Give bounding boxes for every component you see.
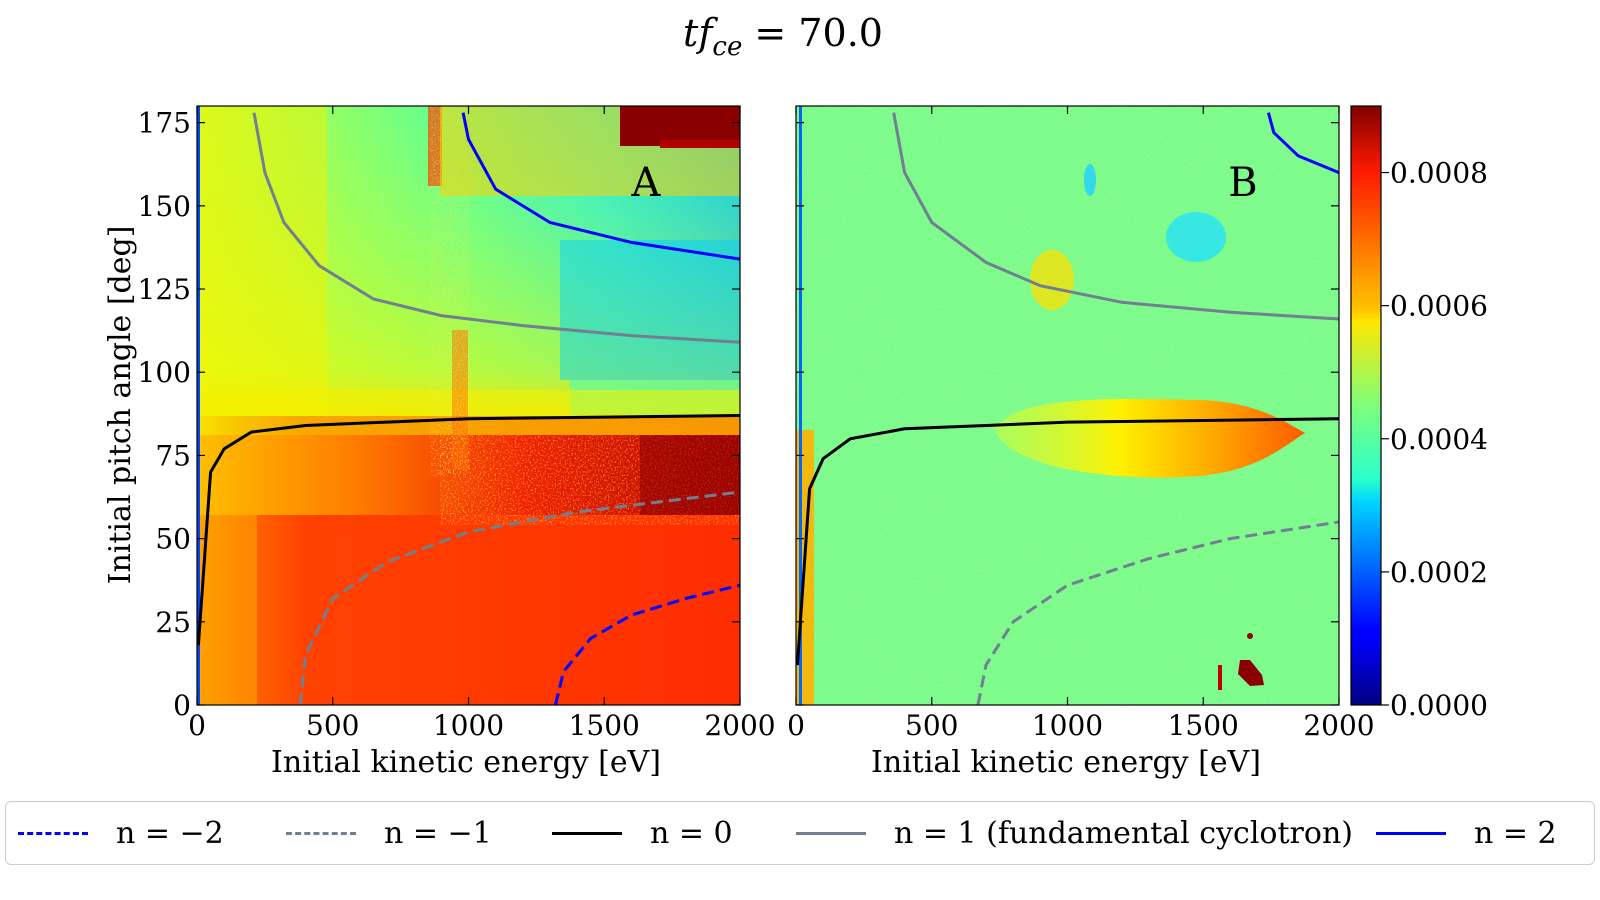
x-tick-label: 500 — [905, 709, 958, 742]
legend-item-n-minus-2: n = −2 — [18, 802, 224, 864]
panel-b-curve-n1 — [892, 112, 1339, 321]
panel-b-curve-n0 — [796, 417, 1339, 666]
panel-b-heatmap — [796, 106, 1339, 705]
legend-item-n-2: n = 2 — [1376, 802, 1557, 864]
panel-b-curve-nm1 — [976, 520, 1339, 705]
legend-swatch-blue-solid — [1376, 831, 1446, 835]
panel-b-label: B — [1228, 160, 1257, 206]
legend-item-n-0: n = 0 — [552, 802, 733, 864]
x-tick-label: 2000 — [704, 709, 775, 742]
legend-label: n = 0 — [650, 815, 733, 851]
panel-b-xlabel: Initial kinetic energy [eV] — [871, 745, 1261, 780]
panel-b-axes: 0 500 1000 1500 2000 — [787, 106, 1375, 742]
x-tick-label: 1000 — [1032, 709, 1103, 742]
panel-a-curve-n1 — [252, 112, 740, 344]
panel-b: B 0 500 1000 1500 2000 Initial kinetic energ… — [787, 105, 1375, 780]
x-tick-label: 0 — [188, 709, 206, 742]
y-tick-label: 100 — [138, 356, 191, 389]
x-tick-label: 1500 — [1168, 709, 1239, 742]
x-tick-label: 2000 — [1303, 709, 1374, 742]
legend: n = −2 n = −1 n = 0 n = 1 (fundamental c… — [5, 801, 1595, 865]
y-tick-label: 150 — [138, 190, 191, 223]
panel-a-curve-n0 — [197, 414, 740, 646]
legend-label: n = −2 — [116, 815, 224, 851]
colorbar-scale — [1350, 105, 1382, 706]
legend-swatch-gray-solid — [796, 831, 866, 835]
colorbar-tick-label: 0.0002 — [1390, 556, 1488, 589]
colorbar: 0.0000 0.0002 0.0004 0.0006 0.0008 — [1350, 105, 1488, 722]
y-tick-label: 25 — [155, 606, 191, 639]
colorbar-tick-label: 0.0000 — [1390, 689, 1488, 722]
y-tick-label: 50 — [155, 523, 191, 556]
legend-item-n-1: n = 1 (fundamental cyclotron) — [796, 802, 1353, 864]
panel-a-axes: 0 500 1000 1500 2000 0 25 50 75 100 125 150 175 — [138, 106, 776, 742]
colorbar-tick-label: 0.0008 — [1390, 157, 1488, 190]
panel-a-heatmap — [197, 106, 740, 705]
panel-a: A 0 500 1000 1500 2000 0 25 50 75 100 125 150 175 In… — [103, 105, 776, 780]
colorbar-ticks: 0.0000 0.0002 0.0004 0.0006 0.0008 — [1381, 157, 1488, 722]
legend-item-n-minus-1: n = −1 — [286, 802, 492, 864]
panel-a-ylabel: Initial pitch angle [deg] — [103, 226, 138, 585]
legend-swatch-gray-dashed — [286, 831, 356, 835]
x-tick-label: 1000 — [433, 709, 504, 742]
panel-a-curves — [197, 112, 740, 705]
colorbar-tick-label: 0.0004 — [1390, 423, 1488, 456]
x-tick-label: 1500 — [569, 709, 640, 742]
y-tick-label: 0 — [173, 689, 191, 722]
figure-title: tfce = 70.0 — [683, 11, 883, 62]
panel-a-curve-nm2 — [553, 583, 740, 705]
panel-b-blob — [995, 398, 1305, 478]
legend-label: n = −1 — [384, 815, 492, 851]
legend-swatch-black-solid — [552, 831, 622, 835]
legend-label: n = 1 (fundamental cyclotron) — [894, 815, 1353, 851]
x-tick-label: 500 — [306, 709, 359, 742]
panel-a-label: A — [631, 160, 662, 206]
colorbar-tick-label: 0.0006 — [1390, 290, 1488, 323]
legend-swatch-blue-dashed — [18, 831, 88, 835]
panel-a-curve-n2 — [461, 112, 740, 261]
y-tick-label: 75 — [155, 439, 191, 472]
panel-b-curve-n2 — [1266, 112, 1339, 174]
legend-label: n = 2 — [1474, 815, 1557, 851]
y-tick-label: 175 — [138, 107, 191, 140]
panel-a-xlabel: Initial kinetic energy [eV] — [271, 745, 661, 780]
y-tick-label: 125 — [138, 273, 191, 306]
panel-b-curves — [796, 112, 1339, 705]
x-tick-label: 0 — [787, 709, 805, 742]
